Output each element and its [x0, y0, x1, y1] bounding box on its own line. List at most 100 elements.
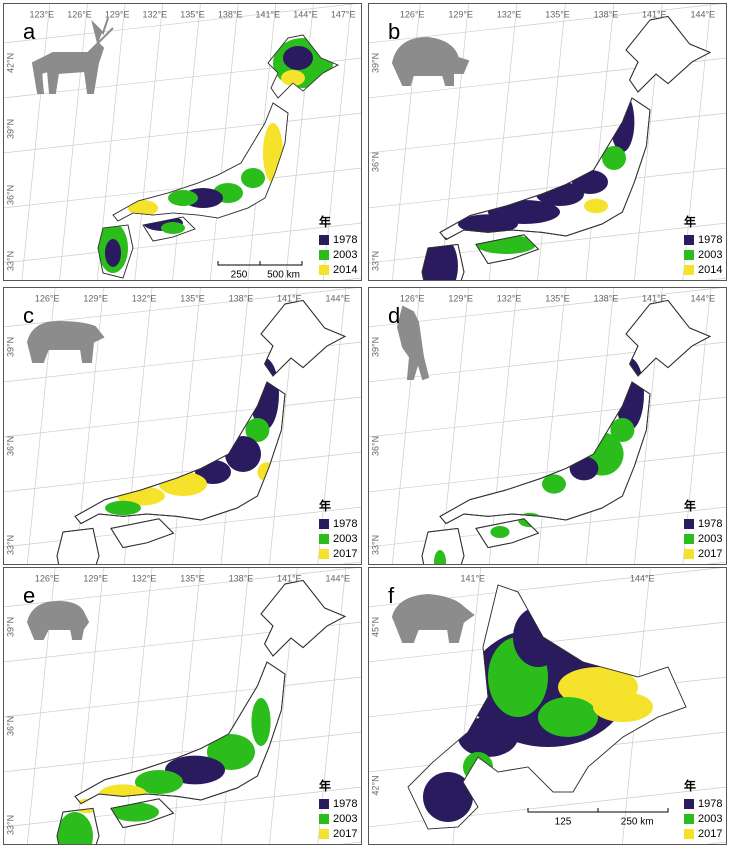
legend-title: 年 — [319, 498, 331, 513]
panel-frame — [368, 287, 727, 565]
longitude-label: 135°E — [180, 9, 205, 19]
graticule — [123, 567, 153, 845]
longitude-label: 132°E — [497, 293, 522, 303]
graticule — [368, 506, 727, 548]
legend-swatch — [684, 829, 694, 839]
distribution-area — [593, 692, 653, 722]
distribution-area — [251, 698, 271, 746]
panel-letter: d — [388, 303, 400, 328]
longitude-label: 129°E — [83, 293, 108, 303]
legend-label: 2003 — [333, 813, 357, 825]
graticule — [172, 287, 201, 565]
land-shape — [56, 299, 346, 565]
legend-label: 2017 — [333, 828, 357, 840]
graticule — [209, 3, 239, 281]
distribution-area — [135, 770, 184, 794]
graticule — [172, 3, 201, 281]
distribution-area — [105, 239, 121, 267]
graticule — [3, 451, 362, 493]
animal-silhouette — [31, 17, 114, 94]
land — [407, 584, 687, 830]
latitude-label: 45°N — [370, 617, 380, 637]
distribution-area — [610, 418, 635, 442]
panel-letter: e — [23, 583, 35, 608]
land — [56, 579, 346, 845]
legend-title: 年 — [684, 498, 696, 513]
distribution-area — [458, 214, 518, 234]
longitude-label: 144°E — [325, 573, 350, 583]
latitude-label: 36°N — [5, 716, 15, 736]
longitude-label: 144°E — [690, 293, 715, 303]
land-shape — [56, 579, 346, 845]
distribution-area — [584, 198, 608, 214]
distribution-area — [207, 734, 256, 770]
graticule — [317, 287, 347, 565]
legend-label: 2003 — [698, 249, 722, 261]
graticule — [585, 3, 615, 281]
legend-swatch — [319, 814, 329, 824]
graticule — [3, 112, 362, 154]
legend-label: 1978 — [333, 798, 357, 810]
graticule — [3, 396, 362, 438]
longitude-label: 135°E — [545, 293, 570, 303]
legend-swatch — [684, 534, 694, 544]
graticule — [682, 3, 712, 281]
longitude-label: 132°E — [497, 9, 522, 19]
land-shape — [421, 299, 711, 565]
longitude-label: 138°E — [594, 293, 619, 303]
distribution-area — [105, 500, 142, 516]
latitude-label: 42°N — [370, 775, 380, 795]
scale-label: 250 km — [621, 817, 654, 828]
longitude-label: 138°E — [229, 293, 254, 303]
distribution-area — [569, 456, 599, 481]
longitude-label: 132°E — [143, 9, 168, 19]
legend-swatch — [684, 799, 694, 809]
distribution-area — [434, 550, 447, 565]
distribution-area — [602, 146, 626, 170]
legend-swatch — [684, 519, 694, 529]
longitude-label: 129°E — [448, 293, 473, 303]
panel-letter: f — [388, 583, 395, 608]
graticule — [123, 287, 153, 565]
graticule — [21, 3, 51, 281]
distribution-area — [57, 812, 94, 845]
graticule — [368, 451, 727, 493]
legend-label: 2003 — [333, 249, 357, 261]
distribution-area — [161, 222, 185, 234]
longitude-label: 138°E — [229, 573, 254, 583]
latitude-label: 33°N — [5, 251, 15, 271]
graticule — [368, 3, 727, 44]
longitude-label: 132°E — [132, 573, 157, 583]
longitude-label: 123°E — [30, 9, 55, 19]
animal-silhouette — [391, 36, 470, 86]
distribution-area — [463, 752, 493, 782]
longitude-label: 147°E — [331, 9, 356, 19]
latitude-label: 33°N — [5, 815, 15, 835]
panel-frame — [368, 567, 727, 845]
legend-label: 2017 — [698, 828, 722, 840]
longitude-label: 126°E — [67, 9, 92, 19]
graticule — [220, 287, 250, 565]
distribution-area — [458, 717, 518, 757]
distribution-area — [245, 418, 270, 442]
map-panel: 126°E 129°E 132°E 135°E 138°E 141°E 144°E 39°N 3… — [368, 287, 727, 565]
latitude-label: 39°N — [5, 617, 15, 637]
animal-silhouette — [26, 320, 105, 363]
latitude-label: 39°N — [5, 119, 15, 139]
scale-label: 500 km — [267, 270, 300, 281]
legend-label: 1978 — [333, 518, 357, 530]
longitude-label: 126°E — [400, 293, 425, 303]
graticule — [368, 222, 727, 264]
longitude-label: 144°E — [325, 293, 350, 303]
longitude-label: 135°E — [180, 293, 205, 303]
latitude-label: 39°N — [370, 337, 380, 357]
land — [421, 299, 711, 565]
legend-swatch — [684, 235, 694, 245]
scale-bar — [527, 808, 669, 813]
graticule — [585, 287, 615, 565]
animal-silhouette — [391, 593, 475, 643]
distribution-area — [422, 236, 459, 281]
graticule — [368, 786, 727, 828]
